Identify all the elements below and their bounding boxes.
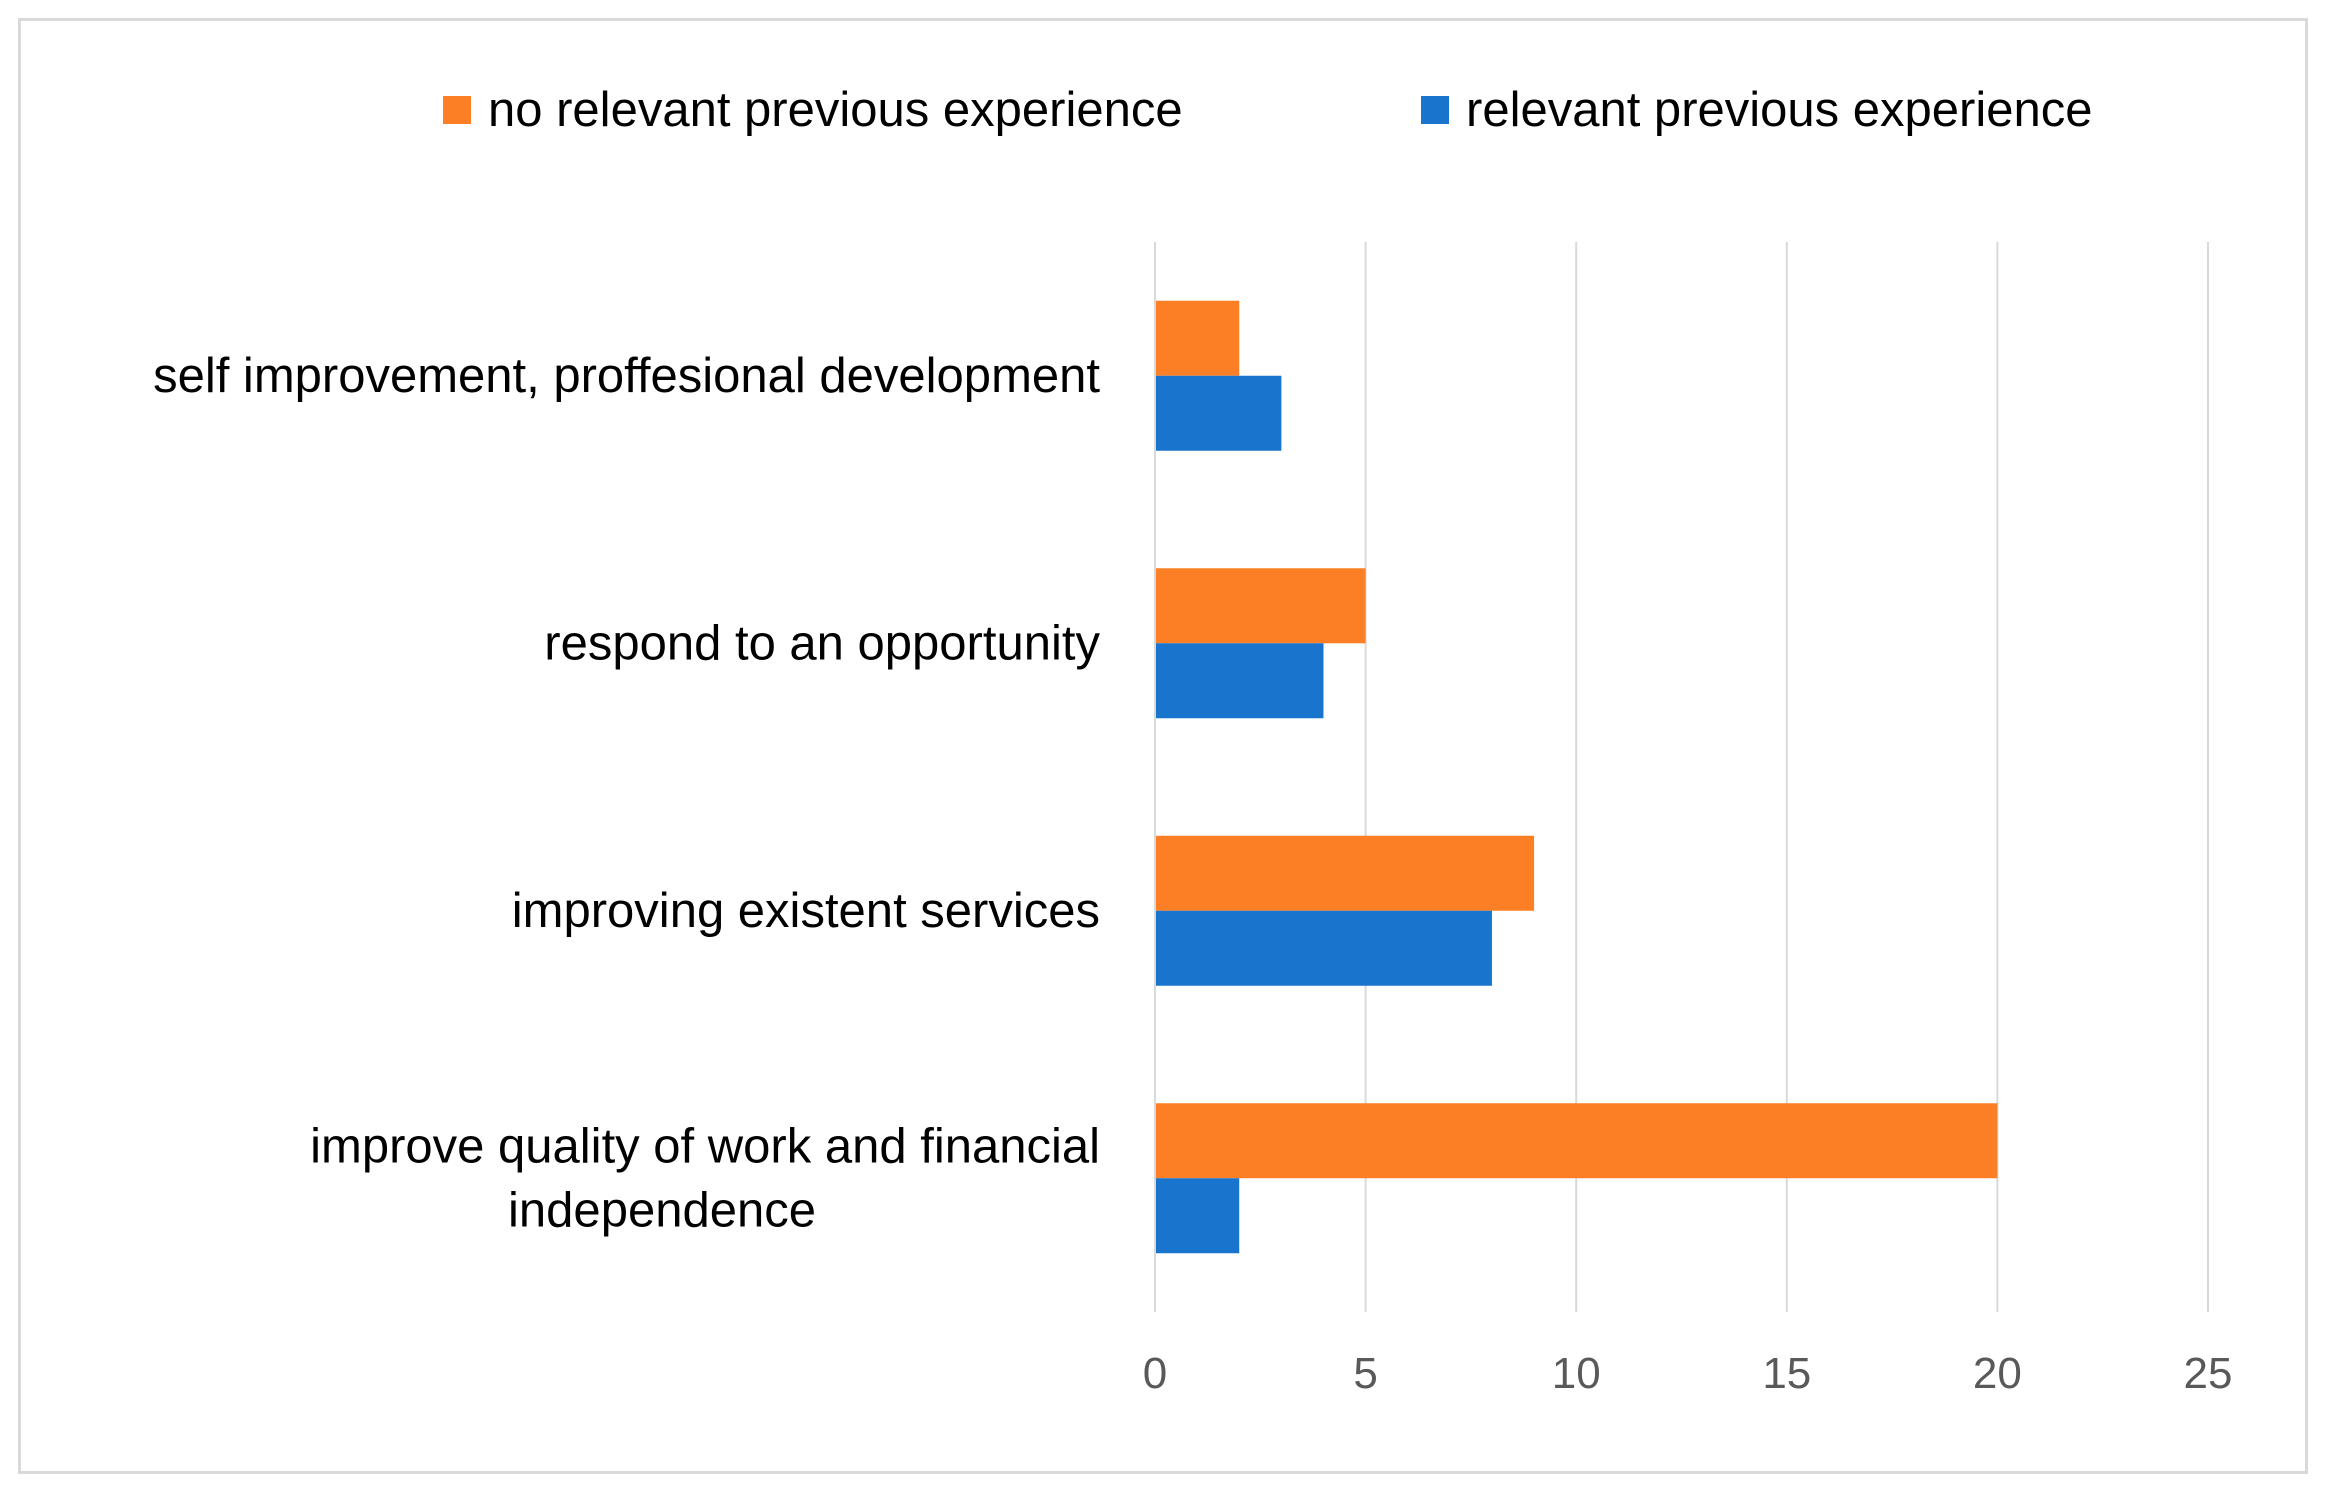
legend-swatch-no-relevant [443,96,471,124]
bar-no-relevant-3 [1155,1103,1998,1179]
bar-relevant-2 [1155,910,1492,986]
x-tick-label-25: 25 [2184,1349,2233,1398]
x-tick-label-5: 5 [1353,1349,1377,1398]
bar-no-relevant-1 [1155,568,1366,644]
category-label-2: improving existent services [512,884,1100,938]
x-tick-label-15: 15 [1762,1349,1811,1398]
x-tick-label-10: 10 [1552,1349,1601,1398]
bar-relevant-3 [1155,1178,1240,1254]
legend-label-relevant: relevant previous experience [1466,83,2092,137]
legend-label-no-relevant: no relevant previous experience [488,83,1183,137]
category-label-1: respond to an opportunity [544,616,1100,670]
category-label-3-line-1: independence [508,1183,816,1237]
bar-relevant-1 [1155,643,1324,719]
bar-no-relevant-0 [1155,300,1240,376]
bar-no-relevant-2 [1155,835,1535,911]
category-label-3-line-0: improve quality of work and financial [310,1119,1100,1173]
x-tick-label-20: 20 [1973,1349,2022,1398]
x-tick-label-0: 0 [1143,1349,1167,1398]
bar-relevant-0 [1155,375,1282,451]
legend-swatch-relevant [1421,96,1449,124]
category-label-0: self improvement, proffesional developme… [153,349,1100,403]
